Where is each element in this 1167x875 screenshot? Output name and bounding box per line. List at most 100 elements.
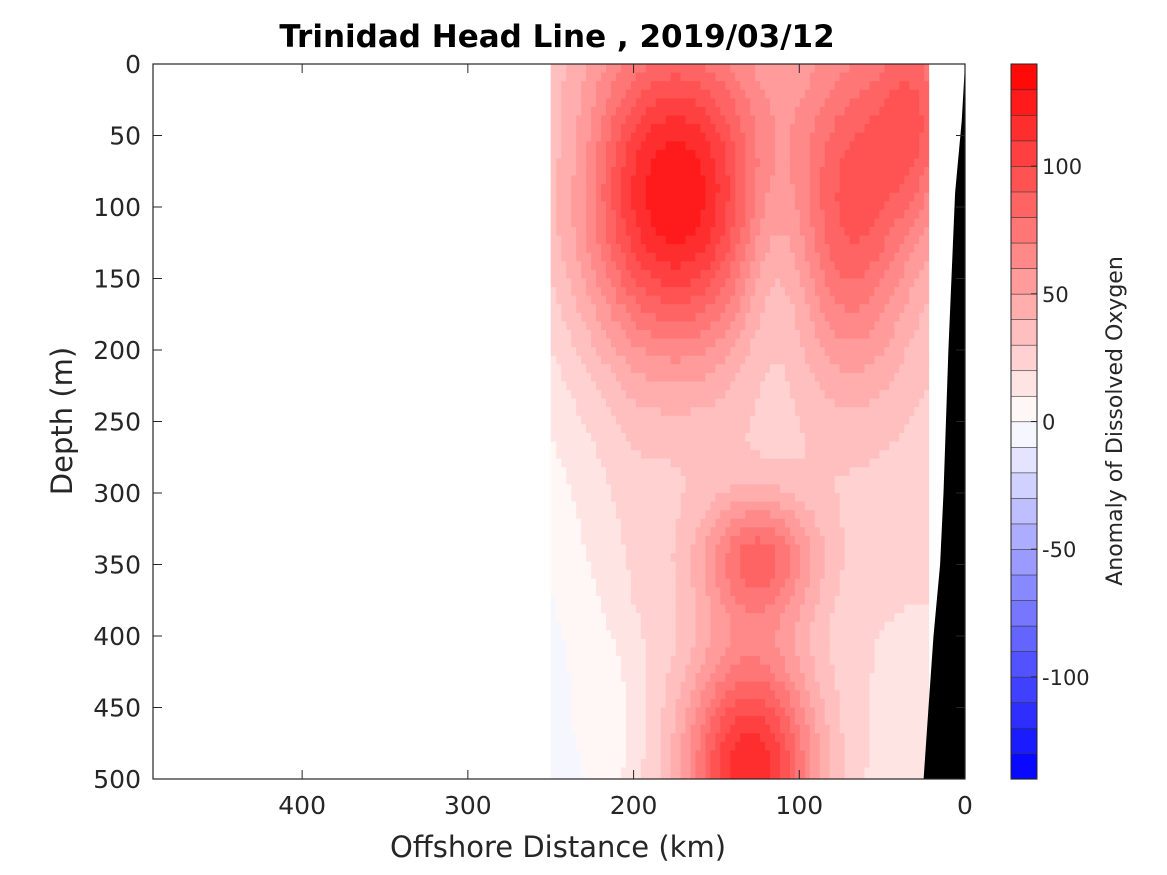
contour-cell xyxy=(809,132,815,142)
contour-cell xyxy=(734,106,741,117)
contour-cell xyxy=(789,158,795,168)
contour-cell xyxy=(789,407,795,417)
contour-cell xyxy=(903,467,910,477)
contour-cell xyxy=(898,398,905,408)
contour-cell xyxy=(888,716,895,726)
contour-cell xyxy=(679,312,686,322)
contour-cell xyxy=(640,381,646,391)
contour-cell xyxy=(635,278,641,288)
contour-cell xyxy=(694,175,701,185)
contour-cell xyxy=(759,321,766,331)
contour-cell xyxy=(918,518,925,528)
contour-cell xyxy=(923,381,930,391)
contour-cell xyxy=(819,338,825,348)
contour-cell xyxy=(694,647,701,657)
contour-cell xyxy=(779,544,785,554)
contour-cell xyxy=(670,432,676,443)
contour-cell xyxy=(684,227,691,237)
contour-cell xyxy=(839,621,845,631)
contour-cell xyxy=(844,630,850,640)
contour-cell xyxy=(893,64,900,74)
contour-cell xyxy=(804,673,810,683)
contour-cell xyxy=(719,475,726,486)
contour-cell xyxy=(679,458,686,468)
contour-cell xyxy=(729,115,736,125)
contour-cell xyxy=(635,673,641,683)
contour-cell xyxy=(878,175,885,185)
contour-cell xyxy=(734,553,741,563)
contour-cell xyxy=(675,141,681,151)
contour-cell xyxy=(868,347,875,357)
contour-cell xyxy=(873,441,880,451)
contour-cell xyxy=(888,484,895,494)
contour-cell xyxy=(699,733,706,743)
contour-cell xyxy=(719,252,726,262)
contour-cell xyxy=(779,184,785,194)
contour-cell xyxy=(640,604,646,614)
contour-cell xyxy=(739,467,746,477)
contour-cell xyxy=(849,158,855,168)
contour-cell xyxy=(779,338,785,348)
contour-cell xyxy=(844,287,850,297)
contour-cell xyxy=(814,475,820,486)
contour-cell xyxy=(704,321,711,331)
contour-cell xyxy=(679,261,686,271)
contour-cell xyxy=(918,724,925,734)
contour-cell xyxy=(689,415,696,425)
contour-cell xyxy=(694,355,701,365)
contour-cell xyxy=(709,347,716,357)
contour-cell xyxy=(923,295,930,305)
contour-cell xyxy=(834,535,840,546)
contour-cell xyxy=(699,510,706,520)
contour-cell xyxy=(645,432,651,443)
contour-cell xyxy=(898,656,905,666)
contour-cell xyxy=(640,698,646,709)
contour-cell xyxy=(694,441,701,451)
contour-cell xyxy=(893,493,900,503)
contour-cell xyxy=(714,707,721,717)
contour-cell xyxy=(908,89,915,99)
contour-cell xyxy=(779,278,785,288)
contour-cell xyxy=(640,561,646,571)
contour-cell xyxy=(834,175,840,185)
contour-cell xyxy=(699,261,706,271)
contour-cell xyxy=(714,698,721,709)
contour-cell xyxy=(883,252,890,262)
contour-cell xyxy=(784,613,790,623)
contour-cell xyxy=(839,115,845,125)
contour-cell xyxy=(844,407,850,417)
contour-cell xyxy=(888,244,895,254)
contour-cell xyxy=(883,578,890,588)
contour-cell xyxy=(804,681,810,691)
contour-cell xyxy=(913,475,920,486)
contour-cell xyxy=(689,776,696,779)
contour-cell xyxy=(913,329,920,340)
contour-cell xyxy=(699,647,706,657)
contour-cell xyxy=(863,587,870,597)
contour-cell xyxy=(789,381,795,391)
contour-cell xyxy=(719,338,726,348)
contour-cell xyxy=(719,750,726,760)
contour-cell xyxy=(868,218,875,228)
contour-cell xyxy=(754,656,761,666)
contour-cell xyxy=(779,510,785,520)
contour-cell xyxy=(923,467,930,477)
contour-cell xyxy=(849,227,855,237)
contour-cell xyxy=(829,149,835,159)
contour-cell xyxy=(729,295,736,305)
contour-cell xyxy=(893,467,900,477)
contour-cell xyxy=(714,175,721,185)
contour-cell xyxy=(655,424,661,434)
contour-cell xyxy=(689,407,696,417)
contour-cell xyxy=(699,141,706,151)
contour-cell xyxy=(754,493,761,503)
contour-cell xyxy=(684,209,691,220)
contour-cell xyxy=(774,587,780,597)
contour-cell xyxy=(893,604,900,614)
contour-cell xyxy=(699,561,706,571)
contour-cell xyxy=(779,561,785,571)
contour-cell xyxy=(804,166,810,177)
contour-cell xyxy=(734,184,741,194)
contour-cell xyxy=(888,166,895,177)
contour-cell xyxy=(799,252,805,262)
